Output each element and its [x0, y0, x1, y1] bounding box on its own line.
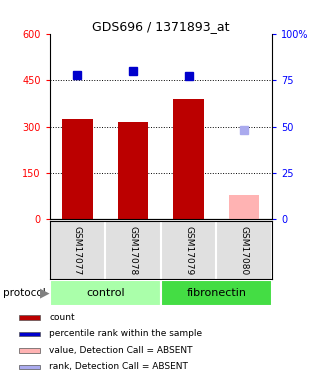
Bar — [105, 221, 161, 279]
Bar — [50, 280, 161, 306]
Bar — [161, 221, 216, 279]
Text: rank, Detection Call = ABSENT: rank, Detection Call = ABSENT — [49, 362, 188, 371]
Text: fibronectin: fibronectin — [186, 288, 246, 298]
Bar — [19, 315, 40, 320]
Bar — [161, 280, 272, 306]
Text: GSM17077: GSM17077 — [73, 226, 82, 275]
Text: GSM17078: GSM17078 — [129, 226, 138, 275]
Title: GDS696 / 1371893_at: GDS696 / 1371893_at — [92, 20, 229, 33]
Bar — [19, 332, 40, 336]
Text: count: count — [49, 313, 75, 322]
Text: value, Detection Call = ABSENT: value, Detection Call = ABSENT — [49, 346, 193, 355]
Text: percentile rank within the sample: percentile rank within the sample — [49, 330, 203, 339]
Text: protocol: protocol — [3, 288, 46, 298]
Text: GSM17079: GSM17079 — [184, 226, 193, 275]
Bar — [19, 348, 40, 352]
Bar — [62, 119, 93, 219]
Text: control: control — [86, 288, 124, 298]
Bar — [229, 195, 260, 219]
Bar — [216, 221, 272, 279]
Text: ▶: ▶ — [40, 286, 50, 299]
Text: GSM17080: GSM17080 — [240, 226, 249, 275]
Bar — [118, 122, 148, 219]
Bar — [19, 364, 40, 369]
Bar — [50, 221, 105, 279]
Bar — [173, 99, 204, 219]
